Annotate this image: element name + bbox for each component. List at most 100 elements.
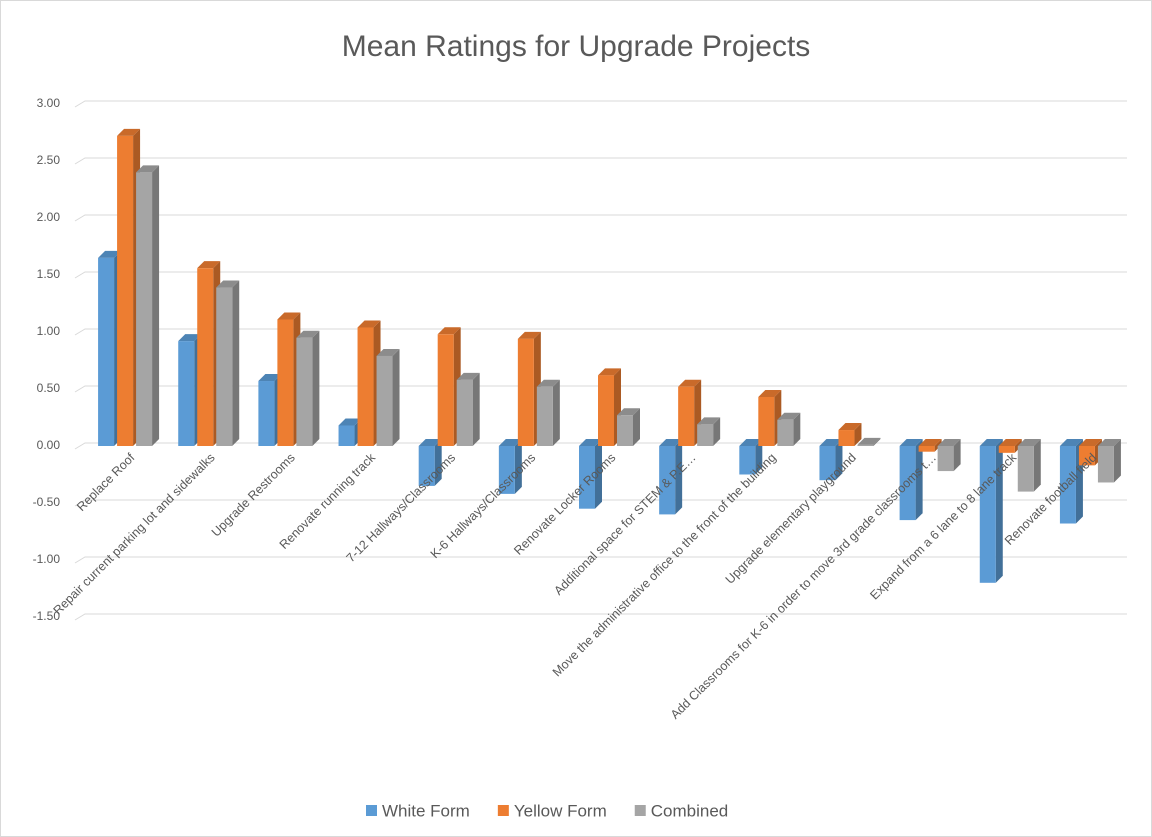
bar-side (1033, 439, 1041, 492)
bar (197, 268, 214, 446)
bar-side (755, 439, 763, 475)
y-tick-label: 2.50 (37, 153, 61, 167)
bar-top (418, 439, 442, 446)
bar (1017, 446, 1034, 492)
legend-swatch (366, 805, 377, 816)
chart-title: Mean Ratings for Upgrade Projects (342, 30, 811, 63)
bar-top (1078, 439, 1102, 446)
y-tick-label: -1.50 (33, 609, 61, 623)
grid-line (74, 328, 1127, 336)
bar (777, 419, 794, 446)
legend-swatch (634, 805, 646, 816)
y-tick-label: 0.50 (37, 381, 61, 395)
bar-top (357, 320, 381, 328)
bar-side (514, 439, 522, 494)
bar (216, 287, 233, 446)
bar (697, 424, 714, 446)
bar-top (697, 417, 721, 425)
bar-side (595, 439, 602, 509)
grid-line (74, 271, 1127, 279)
bar-top (937, 439, 961, 446)
bar (678, 386, 695, 446)
bar (498, 446, 515, 494)
bar-top (857, 437, 881, 445)
grid-line (74, 556, 1127, 564)
grid-line (74, 157, 1127, 165)
bar (277, 319, 294, 446)
bar-top (338, 418, 362, 426)
bar-side (934, 439, 942, 452)
bar-top (918, 439, 942, 446)
bar-side (434, 439, 442, 486)
bar (418, 446, 435, 486)
bar-top (456, 372, 480, 380)
bar-top (739, 439, 763, 446)
bar-top (437, 327, 461, 335)
bar-top (376, 348, 400, 356)
y-tick-label: -1.00 (33, 552, 61, 566)
y-tick-label: 3.00 (37, 96, 61, 110)
y-tick-label: -0.50 (33, 495, 61, 509)
bar (296, 337, 313, 446)
bar-side (552, 379, 560, 446)
bar (1059, 446, 1076, 524)
bar (819, 446, 836, 481)
bar-top (498, 439, 522, 446)
bar (98, 257, 115, 446)
bar-top (598, 368, 621, 376)
bar-side (713, 417, 721, 446)
bar-side (392, 348, 400, 446)
grid-line (74, 385, 1127, 393)
grid-line (74, 214, 1127, 222)
bar-top (216, 280, 240, 288)
y-tick-label: 0.00 (37, 438, 61, 452)
bar (437, 334, 454, 446)
bar (357, 327, 374, 446)
bar-side (854, 423, 862, 446)
bar (579, 446, 595, 509)
bar-top (659, 439, 683, 446)
y-tick-label: 1.50 (37, 267, 61, 281)
bar (517, 338, 534, 446)
legend-swatch (497, 805, 509, 816)
bar-top (819, 439, 843, 446)
bar (376, 355, 393, 446)
grid-line (74, 100, 1127, 108)
bar-top (838, 423, 862, 431)
grid-line (74, 613, 1127, 621)
bar-top (617, 408, 640, 416)
bar-top (579, 439, 602, 446)
bar-top (117, 128, 141, 136)
bar (536, 386, 553, 446)
bar-top (536, 379, 560, 387)
bar-top (277, 312, 301, 320)
bar (258, 381, 275, 446)
bar-side (152, 165, 160, 446)
bar-side (915, 439, 923, 521)
bar (456, 379, 473, 446)
bar (617, 415, 633, 446)
bar-top (758, 389, 782, 397)
bar (758, 396, 775, 446)
bar (979, 446, 996, 583)
bar-top (998, 439, 1022, 446)
bar-side (232, 280, 240, 446)
bar-top (1097, 439, 1121, 446)
y-tick-label: 1.00 (37, 324, 61, 338)
bar (739, 446, 756, 475)
bar (1078, 446, 1095, 466)
bar-top (678, 379, 702, 387)
bar (998, 446, 1015, 453)
bar (857, 444, 874, 446)
bar-side (675, 439, 683, 515)
bar-top (98, 250, 122, 258)
bar (338, 425, 355, 446)
legend-label: Combined (651, 801, 729, 820)
bar-side (312, 330, 320, 446)
bar-side (953, 439, 961, 472)
bar (1097, 446, 1114, 483)
bar (117, 135, 134, 447)
bar (838, 430, 855, 446)
